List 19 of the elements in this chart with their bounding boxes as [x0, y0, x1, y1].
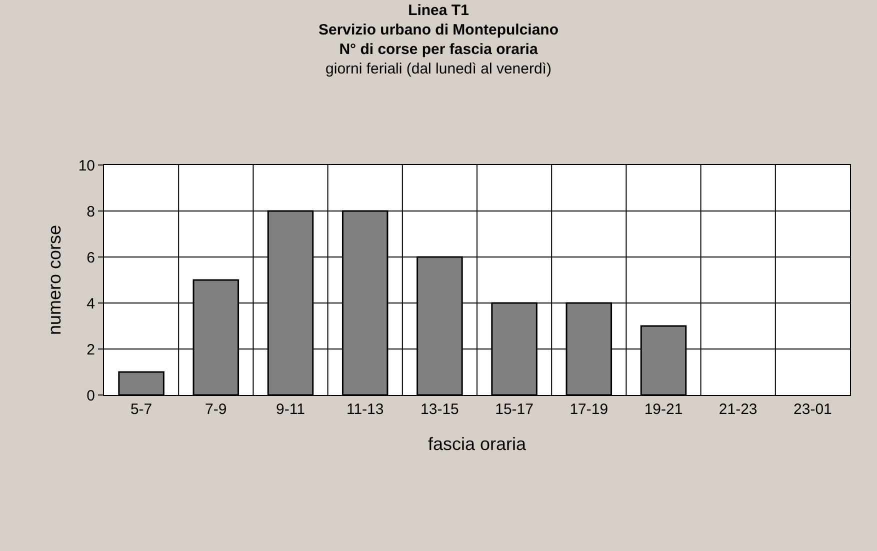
y-tick-label: 2 — [86, 341, 95, 358]
x-tick-label: 23-01 — [794, 401, 832, 418]
y-tick-label: 4 — [86, 295, 95, 312]
x-tick-label: 7-9 — [205, 401, 227, 418]
x-tick-label: 13-15 — [420, 401, 459, 418]
x-tick-label: 19-21 — [644, 401, 683, 418]
x-tick-label: 17-19 — [570, 401, 608, 418]
x-tick-label: 5-7 — [130, 401, 152, 418]
y-tick-label: 0 — [86, 387, 95, 404]
y-tick-label: 6 — [86, 249, 95, 266]
x-tick-label: 9-11 — [276, 401, 305, 418]
x-tick-label: 21-23 — [718, 401, 758, 418]
x-axis-title: fascia oraria — [428, 434, 528, 454]
chart-subtitle: giorni feriali (dal lunedì al venerdì) — [326, 60, 552, 78]
x-tick-label: 11-13 — [346, 401, 384, 418]
y-axis-title: numero corse — [44, 224, 65, 336]
y-tick-label: 10 — [78, 157, 95, 174]
x-tick-label: 15-17 — [495, 401, 534, 418]
y-tick-label: 8 — [86, 203, 95, 220]
